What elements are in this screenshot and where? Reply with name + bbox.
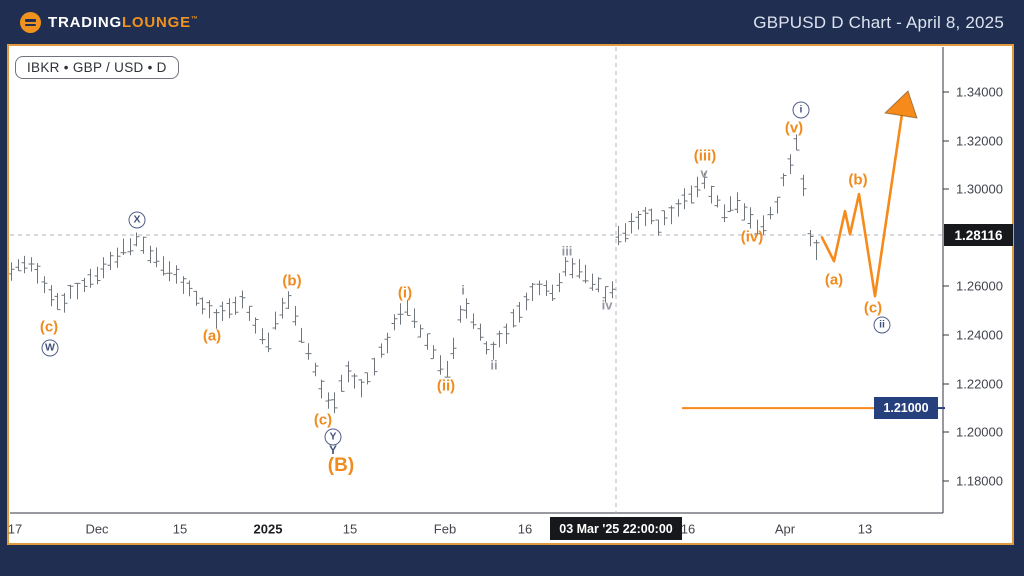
time-axis-label: 13: [857, 521, 873, 537]
price-axis-label: 1.20000: [956, 424, 1003, 440]
wave-label: iv: [601, 297, 613, 313]
wave-label-circled: X: [128, 211, 146, 229]
chart-panel: IBKR • GBP / USD • D (c) (a) (b) (c) (B) (i) (…: [7, 44, 1014, 545]
wave-label: (iv): [740, 228, 764, 246]
wave-label-circled: i: [792, 101, 810, 119]
trademark-symbol: ™: [190, 16, 199, 23]
time-axis-label: Dec: [85, 521, 109, 537]
wave-label: v: [700, 165, 708, 181]
wave-label: (b): [848, 171, 868, 189]
brand-logo: TRADINGLOUNGE™: [20, 12, 199, 33]
time-axis-label: Apr: [774, 521, 796, 537]
price-axis-label: 1.18000: [956, 473, 1003, 489]
price-axis-label: 1.34000: [956, 84, 1003, 100]
current-price-value: 1.28116: [954, 227, 1003, 243]
wave-label: (B): [327, 455, 355, 476]
chart-title: GBPUSD D Chart - April 8, 2025: [753, 12, 1004, 32]
wave-label: Y: [328, 443, 338, 457]
brand-name-primary: TRADING: [48, 14, 122, 31]
price-axis-label: 1.30000: [956, 181, 1003, 197]
wave-label: (b): [282, 272, 302, 290]
wave-label-circled: Y: [324, 428, 342, 446]
projection-path: [820, 112, 904, 298]
crosshair-time-badge: 03 Mar '25 22:00:00: [550, 517, 682, 540]
brand-logo-text: TRADINGLOUNGE™: [48, 14, 199, 31]
time-axis-label: 16: [680, 521, 696, 537]
crosshair-time-value: 03 Mar '25 22:00:00: [559, 521, 673, 536]
wave-label-circled: ii: [873, 316, 891, 334]
wave-label: (a): [202, 327, 222, 345]
time-axis-label: 15: [172, 521, 188, 537]
wave-label: (c): [39, 318, 59, 336]
ohlc-bars: [9, 134, 820, 414]
wave-label-circled: W: [41, 339, 59, 357]
time-axis-label: 15: [342, 521, 358, 537]
wave-label: (i): [397, 284, 413, 302]
time-axis-label: Feb: [433, 521, 457, 537]
support-level-badge: 1.21000: [874, 397, 938, 420]
brand-name-secondary: LOUNGE: [121, 14, 191, 31]
current-price-badge: 1.28116: [944, 224, 1013, 247]
price-axis-label: 1.32000: [956, 133, 1003, 149]
wave-label: (a): [824, 271, 844, 289]
wave-label: (c): [313, 411, 333, 429]
projection-arrowhead-icon: [883, 90, 918, 119]
header: TRADINGLOUNGE™ GBPUSD D Chart - April 8,…: [0, 0, 1024, 45]
price-plot-surface[interactable]: [9, 46, 1012, 543]
price-axis-label: 1.24000: [956, 327, 1003, 343]
price-axis-label: 1.22000: [956, 376, 1003, 392]
wave-label: (v): [784, 119, 804, 137]
instrument-badge[interactable]: IBKR • GBP / USD • D: [15, 56, 179, 79]
instrument-badge-label: IBKR • GBP / USD • D: [27, 60, 167, 75]
price-axis-label: 1.26000: [956, 278, 1003, 294]
wave-label: (ii): [436, 377, 456, 395]
time-axis-label: 17: [7, 521, 23, 537]
wave-label: ii: [490, 357, 498, 373]
brand-logo-icon: [20, 12, 41, 33]
time-axis-label: 2025: [253, 521, 283, 537]
wave-label: i: [461, 282, 465, 298]
wave-label: iii: [561, 243, 573, 259]
time-axis-label: 16: [517, 521, 533, 537]
support-level-value: 1.21000: [883, 401, 929, 416]
wave-label: (c): [863, 299, 883, 317]
wave-label: (iii): [693, 147, 717, 165]
